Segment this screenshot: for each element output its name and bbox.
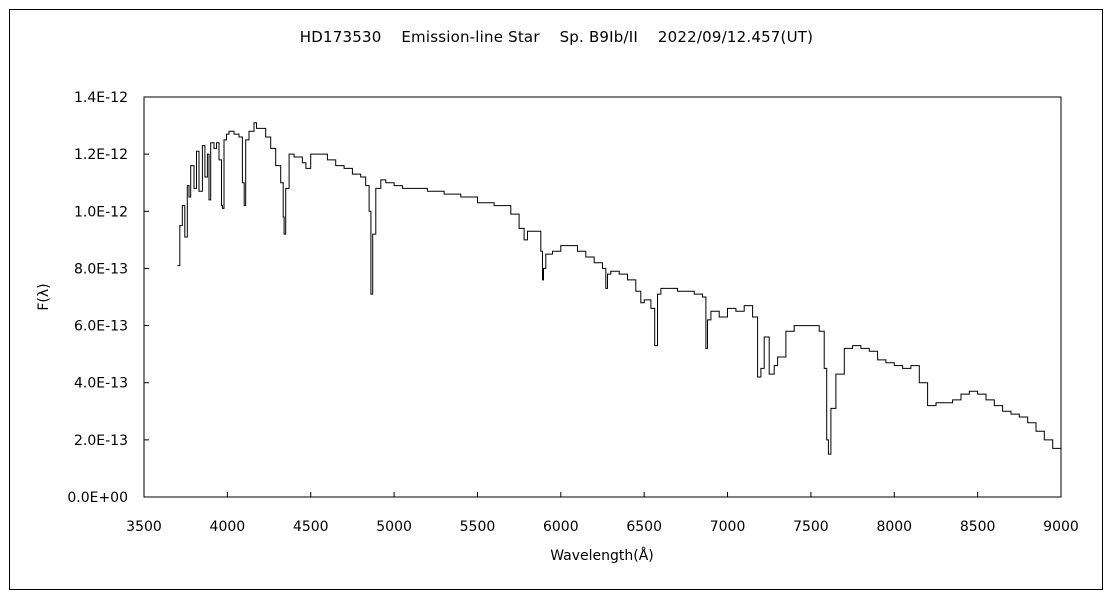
x-tick-label: 6000 (543, 519, 579, 535)
x-tick-label: 3500 (126, 519, 162, 535)
y-tick-label: 0.0E+00 (67, 490, 128, 506)
chart-title: HD173530 Emission-line Star Sp. B9Ib/II … (299, 28, 814, 46)
y-tick-label: 1.4E-12 (74, 90, 128, 106)
x-tick-label: 5500 (460, 519, 496, 535)
y-tick-label: 6.0E-13 (74, 319, 128, 335)
y-tick-label: 8.0E-13 (74, 261, 128, 277)
x-tick-label: 5000 (376, 519, 412, 535)
plot-area (143, 96, 1062, 498)
x-axis-label: Wavelength(Å) (550, 547, 654, 564)
y-tick-label: 1.2E-12 (74, 147, 128, 163)
x-tick-label: 7000 (710, 519, 746, 535)
y-tick-label: 2.0E-13 (74, 433, 128, 449)
x-tick-label: 4500 (293, 519, 329, 535)
y-tick-label: 4.0E-13 (74, 376, 128, 392)
x-tick-label: 9000 (1043, 519, 1079, 535)
y-axis-label: F(λ) (36, 283, 52, 310)
chart-frame (9, 9, 1103, 590)
x-tick-label: 4000 (210, 519, 246, 535)
y-axis: 0.0E+00 2.0E-13 4.0E-13 6.0E-13 8.0E-13 1.0E-… (67, 90, 149, 506)
spectrum-series-line (177, 122, 1062, 460)
x-axis: 3500 4000 4500 5000 5500 6000 6500 7000 7500 8000… (126, 492, 1079, 535)
x-tick-label: 8000 (876, 519, 912, 535)
x-tick-label: 7500 (793, 519, 829, 535)
x-tick-label: 6500 (626, 519, 662, 535)
y-tick-label: 1.0E-12 (74, 204, 128, 220)
x-tick-label: 8500 (960, 519, 996, 535)
